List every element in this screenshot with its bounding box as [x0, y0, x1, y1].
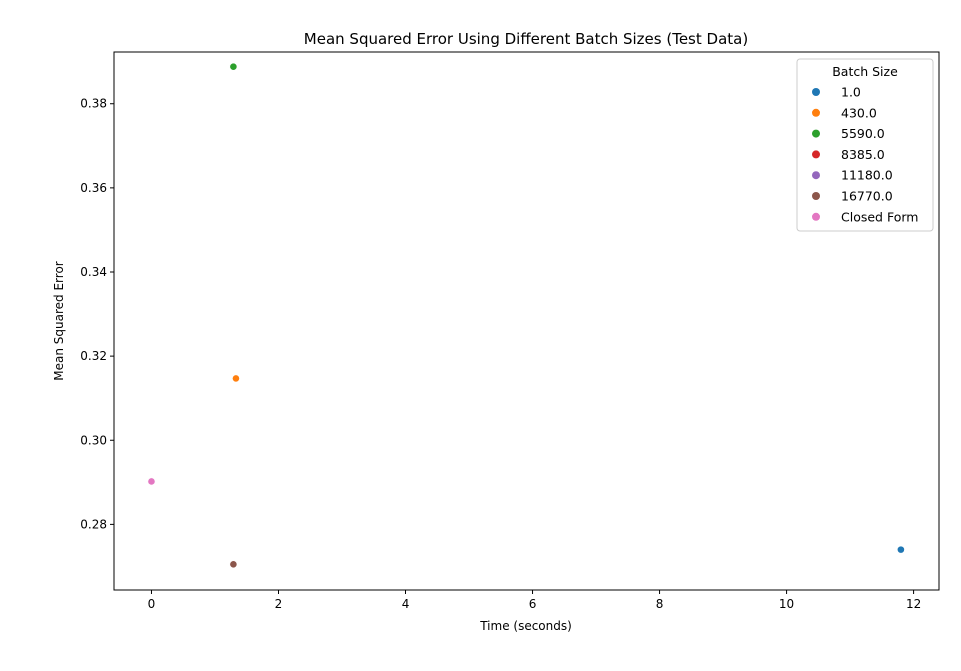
y-tick-label: 0.32 [80, 349, 107, 363]
legend: Batch Size 1.0 430.0 5590.0 8385.0 11180.0 16… [796, 58, 934, 232]
legend-label: 1.0 [841, 85, 861, 100]
legend-label: 16770.0 [841, 189, 893, 204]
legend-items: 1.0 430.0 5590.0 8385.0 11180.0 16770.0 Closed… [812, 85, 918, 224]
chart-title: Mean Squared Error Using Different Batch… [304, 30, 748, 48]
x-tick-label: 4 [402, 597, 410, 611]
data-point [229, 62, 238, 71]
x-tick-label: 0 [148, 597, 156, 611]
data-point [232, 374, 240, 383]
legend-title: Batch Size [832, 64, 898, 79]
legend-marker [812, 150, 820, 159]
legend-marker [812, 171, 820, 180]
y-tick-label: 0.38 [80, 97, 107, 111]
legend-label: 5590.0 [841, 126, 885, 141]
data-points [147, 62, 905, 569]
x-tick-label: 8 [656, 597, 664, 611]
data-point [147, 477, 156, 486]
plot-area: 0 2 4 6 8 10 12 0.28 0.30 0.32 0.34 0.36 0.38 [80, 51, 940, 611]
legend-label: Closed Form [841, 209, 918, 224]
x-tick-label: 12 [906, 597, 921, 611]
plot-frame [113, 51, 940, 591]
legend-marker [812, 192, 820, 200]
x-tick-label: 2 [275, 597, 283, 611]
legend-box [796, 58, 934, 232]
legend-label: 430.0 [841, 105, 877, 120]
legend-marker [812, 129, 820, 138]
y-axis-label: Mean Squared Error [52, 261, 66, 381]
legend-marker [812, 88, 820, 96]
x-axis-label: Time (seconds) [479, 619, 572, 633]
legend-marker [812, 108, 820, 117]
data-point [229, 560, 238, 569]
x-tick-label: 10 [779, 597, 794, 611]
x-tick-label: 6 [529, 597, 537, 611]
y-tick-label: 0.36 [80, 181, 107, 195]
data-point [896, 545, 905, 554]
legend-label: 11180.0 [841, 168, 893, 183]
legend-label: 8385.0 [841, 147, 885, 162]
y-tick-label: 0.34 [80, 265, 107, 279]
legend-marker [812, 212, 820, 221]
y-tick-label: 0.30 [80, 433, 107, 447]
x-axis-ticks: 0 2 4 6 8 10 12 [148, 590, 921, 611]
y-tick-label: 0.28 [80, 517, 107, 531]
y-axis-ticks: 0.28 0.30 0.32 0.34 0.36 0.38 [80, 97, 114, 531]
